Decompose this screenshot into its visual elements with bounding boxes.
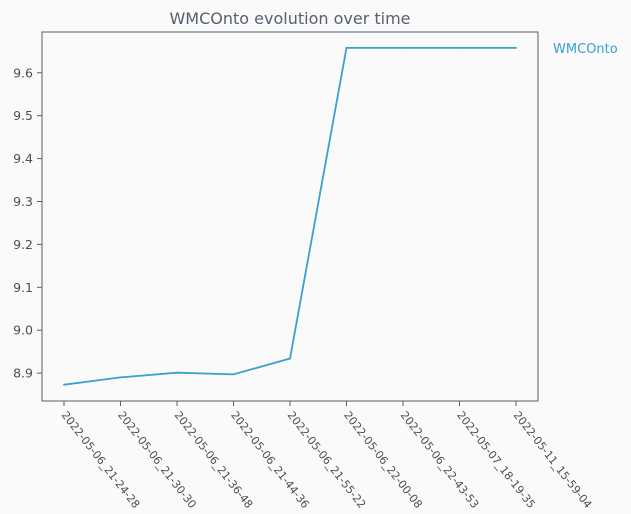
- data-point: [515, 46, 517, 49]
- data-point: [176, 371, 178, 374]
- legend-entry: WMCOnto: [553, 42, 618, 57]
- y-axis: 8.9 9.0 9.1 9.2 9.3 9.4 9.5 9.6: [13, 65, 42, 381]
- plot-area-frame: [41, 31, 539, 402]
- y-tick-label: 9.2: [13, 237, 33, 252]
- y-tick-label: 8.9: [13, 366, 33, 381]
- data-point: [345, 46, 348, 49]
- data-point: [119, 376, 122, 379]
- data-point: [289, 357, 291, 360]
- x-axis: 2022-05-06_21-24-282022-05-06_21-30-3020…: [59, 401, 594, 511]
- data-point: [232, 373, 235, 376]
- data-point: [458, 46, 461, 49]
- y-tick-label: 9.5: [13, 108, 33, 123]
- series-line-wmconto: [63, 46, 516, 386]
- y-tick-label: 9.1: [13, 280, 33, 295]
- y-tick-label: 9.0: [13, 323, 33, 338]
- y-tick-label: 9.6: [13, 65, 33, 80]
- chart-title: WMCOnto evolution over time: [169, 9, 410, 28]
- y-tick-label: 9.3: [13, 194, 33, 209]
- data-point: [63, 383, 65, 386]
- data-point: [402, 46, 404, 49]
- series-layer: [63, 46, 517, 386]
- y-tick-label: 9.4: [13, 151, 33, 166]
- legend: WMCOnto: [553, 42, 618, 57]
